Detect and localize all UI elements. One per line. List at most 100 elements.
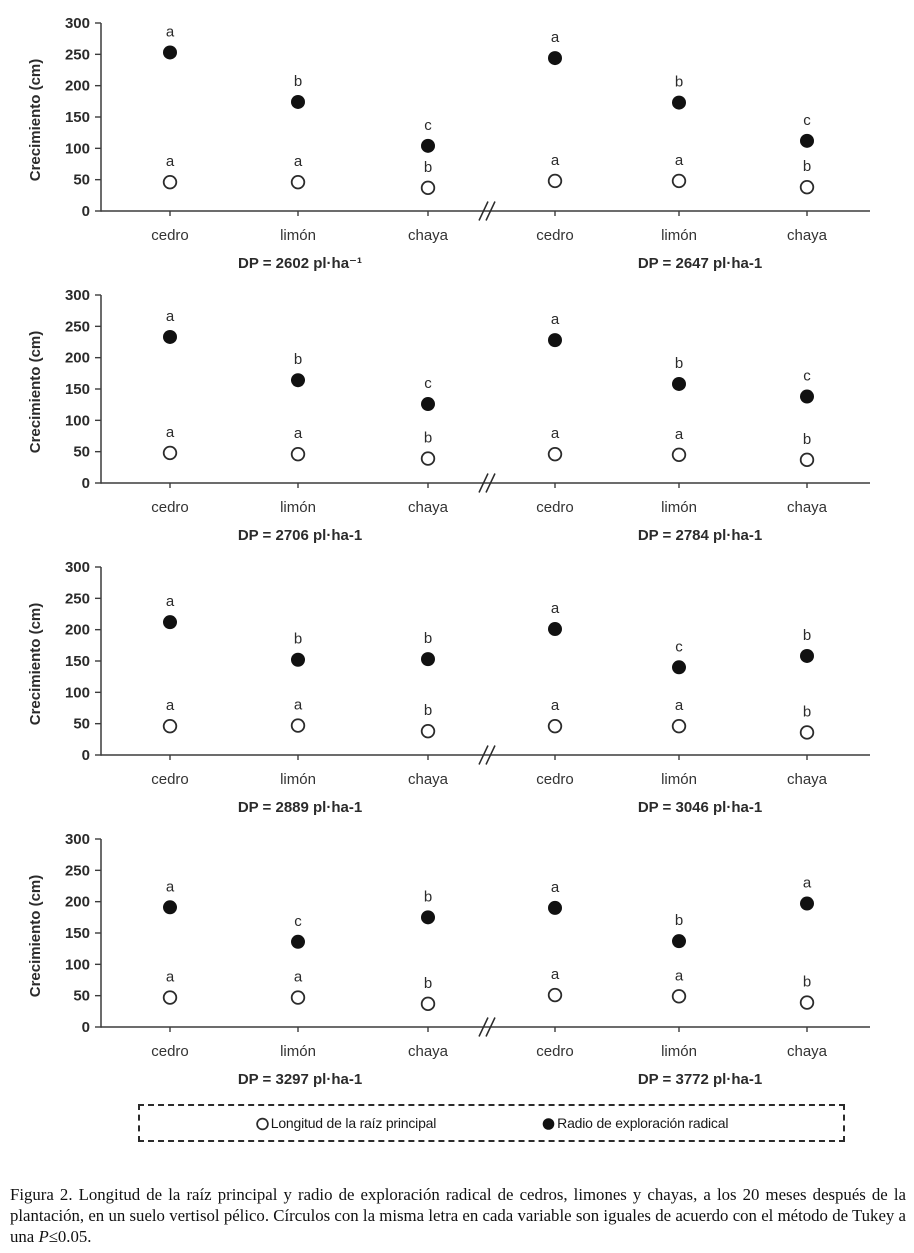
data-point-open [799, 452, 815, 468]
category-tick-label: limón [280, 771, 316, 788]
data-point-filled [421, 652, 435, 667]
tukey-letter: a [551, 311, 560, 328]
tukey-letter: a [551, 152, 560, 169]
data-point-open [290, 446, 306, 462]
y-tick-label: 300 [65, 287, 90, 304]
category-tick-label: limón [280, 227, 316, 244]
data-point-filled [163, 615, 177, 630]
data-point-filled [421, 138, 435, 153]
tukey-letter: b [424, 159, 432, 176]
y-tick-label: 150 [65, 653, 90, 670]
y-tick-label: 200 [65, 894, 90, 911]
panel-svg-2: Crecimiento (cm) 0 50 100 150 200 250 300 cedro a… [27, 287, 870, 544]
y-tick-label: 250 [65, 590, 90, 607]
data-point-open [162, 718, 178, 734]
tukey-letter: b [424, 975, 432, 992]
tukey-letter: a [166, 593, 175, 610]
data-point-filled [800, 133, 814, 148]
category-tick-label: cedro [151, 771, 189, 788]
y-tick-label: 250 [65, 46, 90, 63]
filled-circle-icon [542, 1117, 555, 1130]
tukey-letter: b [675, 74, 683, 91]
dp-density-label: DP = 2706 pl·ha-1 [238, 527, 362, 544]
category-tick-label: limón [661, 771, 697, 788]
category-tick-label: cedro [536, 227, 574, 244]
tukey-letter: b [803, 703, 811, 720]
y-tick-label: 50 [73, 444, 90, 461]
data-point-open [547, 718, 563, 734]
figure-caption: Figura 2. Longitud de la raíz principal … [10, 1184, 906, 1247]
category-tick-label: limón [661, 227, 697, 244]
chart-panel-1: Crecimiento (cm) 0 50 100 150 200 250 300 cedro a… [0, 2, 914, 274]
y-axis-title: Crecimiento (cm) [27, 875, 44, 998]
tukey-letter: a [675, 426, 684, 443]
tukey-letter: a [551, 966, 560, 983]
dp-density-label: DP = 3297 pl·ha-1 [238, 1071, 362, 1088]
data-point-filled [163, 900, 177, 915]
tukey-letter: b [294, 351, 302, 368]
chart-panel-3: Crecimiento (cm) 0 50 100 150 200 250 300 cedro a… [0, 546, 914, 818]
y-tick-label: 100 [65, 956, 90, 973]
axis-break-icon [485, 1017, 496, 1037]
tukey-letter: a [166, 23, 175, 40]
data-point-filled [672, 376, 686, 391]
data-point-open [671, 718, 687, 734]
y-tick-label: 100 [65, 684, 90, 701]
category-tick-label: cedro [536, 771, 574, 788]
data-point-filled [548, 900, 562, 915]
y-axis-title: Crecimiento (cm) [27, 59, 44, 182]
y-tick-label: 100 [65, 140, 90, 157]
dp-density-label: DP = 2602 pl·ha⁻¹ [238, 255, 362, 272]
y-tick-label: 200 [65, 622, 90, 639]
category-tick-label: chaya [408, 227, 449, 244]
tukey-letter: a [551, 29, 560, 46]
data-point-open [420, 723, 436, 739]
data-point-filled [163, 329, 177, 344]
y-tick-label: 100 [65, 412, 90, 429]
legend-item-radio: Radio de exploración radical [541, 1115, 728, 1131]
category-tick-label: chaya [787, 227, 828, 244]
category-tick-label: chaya [787, 771, 828, 788]
category-tick-label: chaya [787, 499, 828, 516]
category-tick-label: chaya [787, 1043, 828, 1060]
category-tick-label: cedro [151, 499, 189, 516]
data-point-open [420, 996, 436, 1012]
y-tick-label: 50 [73, 716, 90, 733]
tukey-letter: a [551, 879, 560, 896]
axis-break-icon [485, 201, 496, 221]
y-tick-label: 300 [65, 15, 90, 32]
data-point-open [420, 180, 436, 196]
data-point-filled [421, 397, 435, 412]
data-point-filled [291, 934, 305, 949]
tukey-letter: a [551, 425, 560, 442]
data-point-open [799, 725, 815, 740]
y-tick-label: 300 [65, 831, 90, 848]
tukey-letter: c [294, 913, 302, 930]
tukey-letter: c [803, 368, 811, 385]
y-tick-label: 150 [65, 925, 90, 942]
data-point-open [799, 179, 815, 195]
data-point-open [290, 718, 306, 733]
tukey-letter: a [294, 969, 303, 986]
tukey-letter: a [675, 967, 684, 984]
tukey-letter: a [166, 153, 175, 170]
data-point-filled [672, 95, 686, 110]
data-point-filled [800, 389, 814, 404]
data-point-open [671, 173, 687, 189]
dp-density-label: DP = 2647 pl·ha-1 [638, 255, 762, 272]
tukey-letter: b [294, 631, 302, 648]
y-tick-label: 0 [82, 203, 90, 220]
dp-density-label: DP = 3046 pl·ha-1 [638, 799, 762, 816]
category-tick-label: cedro [151, 1043, 189, 1060]
data-point-open [799, 995, 815, 1010]
data-point-open [671, 447, 687, 463]
data-point-open [162, 174, 178, 190]
data-point-filled [163, 45, 177, 60]
category-tick-label: chaya [408, 499, 449, 516]
tukey-letter: b [424, 630, 432, 647]
y-tick-label: 300 [65, 559, 90, 576]
tukey-letter: a [294, 425, 303, 442]
category-tick-label: cedro [151, 227, 189, 244]
chart-panel-4: Crecimiento (cm) 0 50 100 150 200 250 300 cedro a… [0, 818, 914, 1090]
data-point-open [547, 173, 563, 189]
